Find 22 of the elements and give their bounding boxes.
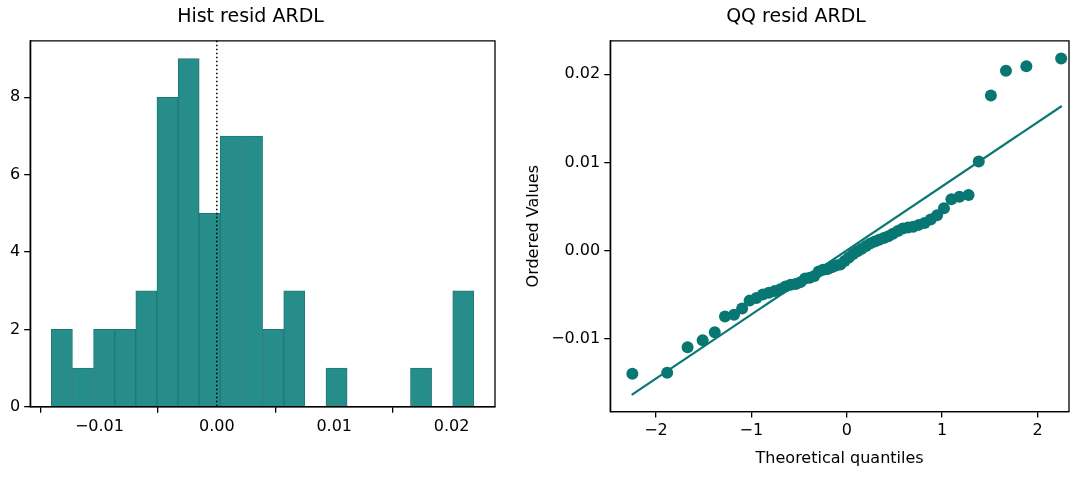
y-tick-label: 2: [9, 318, 21, 338]
x-tick-label: 1: [937, 420, 948, 440]
y-tick-label: 8: [9, 86, 21, 106]
y-tick-label: 0.02: [564, 63, 601, 83]
y-tick-label: 0: [9, 395, 21, 415]
y-tick-label: −0.01: [551, 327, 601, 347]
y-tick-label: 6: [9, 163, 21, 183]
x-tick-label: −1: [739, 420, 764, 440]
x-tick-label: 0.02: [433, 415, 470, 435]
x-tick-label: −0.01: [74, 415, 124, 435]
y-tick-label: 0.00: [564, 239, 601, 259]
x-tick-label: 0: [841, 420, 852, 440]
y-tick-label: 0.01: [564, 151, 601, 171]
chart-title: Hist resid ARDL: [177, 4, 325, 27]
x-tick-label: −2: [644, 420, 668, 440]
x-tick-label: 2: [1032, 420, 1043, 440]
x-tick-label: 0.01: [316, 415, 352, 435]
y-axis-title: Ordered Values: [522, 164, 542, 288]
y-tick-label: 4: [9, 241, 21, 261]
chart-title: QQ resid ARDL: [726, 4, 867, 27]
x-axis-title: Theoretical quantiles: [754, 447, 924, 467]
x-tick-label: 0.00: [199, 415, 235, 435]
